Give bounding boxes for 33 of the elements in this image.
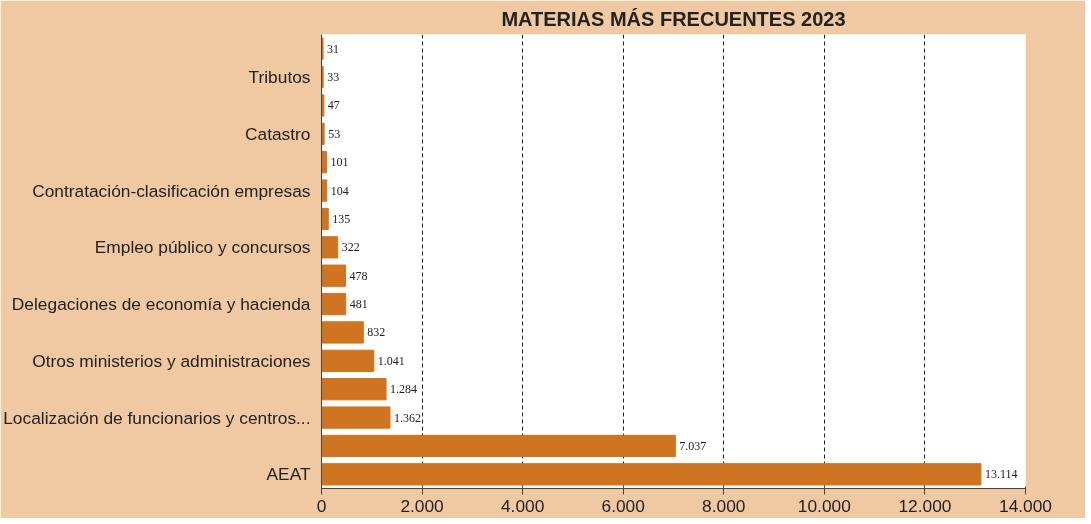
x-tick-label: 14.000: [999, 495, 1052, 516]
data-label: 481: [349, 297, 368, 312]
data-label: 478: [349, 268, 368, 283]
y-tick-label: Tributos: [248, 67, 311, 88]
x-tick-label: 6.000: [601, 495, 645, 516]
y-tick-label: Otros ministerios y administraciones: [32, 350, 311, 371]
x-tick-label: 8.000: [702, 495, 746, 516]
data-label: 1.362: [393, 410, 421, 425]
x-tick-label: 4.000: [500, 495, 545, 516]
data-label: 53: [328, 126, 341, 141]
data-label: 322: [341, 240, 360, 255]
data-label: 135: [332, 211, 351, 226]
data-label: 832: [367, 325, 386, 340]
data-label: 13.114: [984, 467, 1018, 482]
data-label: 33: [327, 70, 340, 85]
x-tick-label: 0: [316, 495, 327, 516]
data-label: 104: [330, 183, 349, 198]
y-tick-label: Delegaciones de economía y hacienda: [11, 294, 311, 315]
x-tick-label: 10.000: [797, 495, 851, 516]
data-label: 31: [327, 41, 340, 56]
y-tick-label: AEAT: [266, 464, 311, 485]
x-tick-label: 2.000: [400, 495, 444, 516]
chart-title: MATERIAS MÁS FRECUENTES 2023: [501, 7, 846, 30]
data-label: 1.284: [390, 382, 418, 397]
data-label: 101: [330, 155, 349, 170]
y-tick-label: Empleo público y concursos: [94, 237, 311, 258]
data-label: 1.041: [377, 353, 405, 368]
y-tick-label: Contratación-clasificación empresas: [32, 180, 311, 201]
data-label: 7.037: [679, 438, 707, 453]
y-tick-label: Localización de funcionarios y centros...: [3, 407, 311, 428]
x-tick-label: 12.000: [898, 495, 952, 516]
y-tick-label: Catastro: [245, 123, 311, 144]
data-label: 47: [327, 98, 340, 113]
